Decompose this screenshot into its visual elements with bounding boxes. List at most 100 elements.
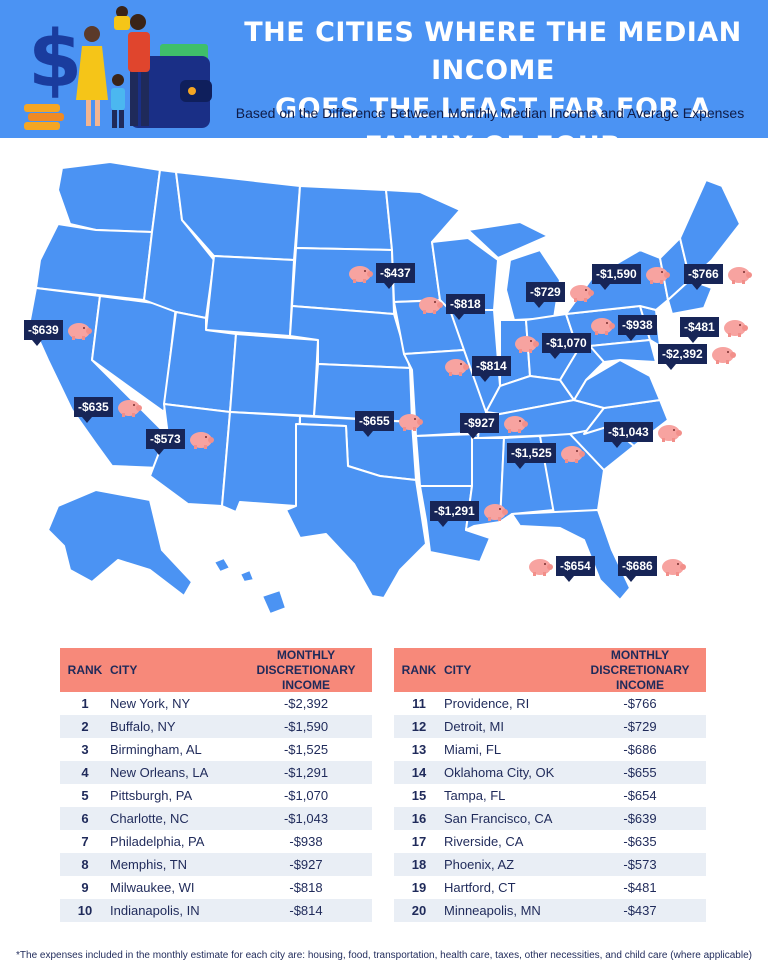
- table-row: 19 Hartford, CT -$481: [394, 876, 706, 899]
- piggy-bank-icon: [727, 267, 752, 284]
- map-value-label: -$729: [526, 282, 565, 308]
- income-cell: -$1,043: [283, 811, 329, 826]
- city-cell: Birmingham, AL: [110, 742, 202, 757]
- col-income-header-line2: INCOME: [282, 677, 330, 692]
- state-md: [589, 339, 657, 363]
- city-cell: New Orleans, LA: [110, 765, 209, 780]
- map-pin-milwaukee: -$818: [414, 293, 485, 320]
- income-cell: -$437: [623, 903, 657, 918]
- rank-cell: 16: [411, 811, 427, 826]
- table-row: 5 Pittsburgh, PA -$1,070: [60, 784, 372, 807]
- rank-cell: 12: [411, 719, 427, 734]
- map-value-label: -$927: [460, 413, 499, 439]
- rank-cell: 8: [81, 857, 89, 872]
- table-row: 9 Milwaukee, WI -$818: [60, 876, 372, 899]
- col-income-header-line1: MONTHLY DISCRETIONARY: [256, 647, 356, 677]
- state-mi-upper: [467, 221, 549, 259]
- table-header: RANK CITY MONTHLY DISCRETIONARY INCOME: [394, 648, 706, 692]
- map-value-label: -$481: [680, 317, 719, 343]
- income-cell: -$481: [623, 880, 657, 895]
- map-value-label: -$1,070: [542, 333, 591, 359]
- rank-cell: 11: [412, 696, 426, 711]
- city-cell: Minneapolis, MN: [444, 903, 541, 918]
- income-cell: -$654: [623, 788, 657, 803]
- map-pin-memphis: -$927: [460, 412, 531, 439]
- map-pin-detroit: -$729: [526, 281, 597, 308]
- map-value-label: -$938: [618, 315, 657, 341]
- map-pin-pittsburgh: -$1,070: [510, 332, 591, 359]
- table-row: 4 New Orleans, LA -$1,291: [60, 761, 372, 784]
- income-cell: -$2,392: [283, 696, 329, 711]
- income-cell: -$635: [623, 834, 657, 849]
- income-cell: -$1,590: [283, 719, 329, 734]
- map-value-label: -$814: [472, 356, 511, 382]
- map-value-label: -$1,043: [604, 422, 653, 448]
- map-pin-new-orleans: -$1,291: [430, 500, 511, 527]
- piggy-bank-icon: [398, 414, 423, 431]
- piggy-bank-icon: [711, 347, 736, 364]
- table-row: 13 Miami, FL -$686: [394, 738, 706, 761]
- col-city-header: CITY: [110, 663, 138, 677]
- piggy-bank-icon: [661, 559, 686, 576]
- page-title: THE CITIES WHERE THE MEDIAN INCOME GOES …: [218, 14, 768, 166]
- rank-cell: 9: [81, 880, 89, 895]
- city-cell: Charlotte, NC: [110, 811, 189, 826]
- rank-cell: 2: [81, 719, 89, 734]
- piggy-bank-icon: [503, 416, 528, 433]
- rank-cell: 3: [81, 742, 89, 757]
- rank-cell: 5: [81, 788, 89, 803]
- city-cell: Miami, FL: [444, 742, 502, 757]
- state-fl: [511, 509, 631, 601]
- city-cell: Buffalo, NY: [110, 719, 176, 734]
- map-value-label: -$1,590: [592, 264, 641, 290]
- city-cell: Memphis, TN: [110, 857, 188, 872]
- family-money-illustration-icon: $: [24, 6, 212, 130]
- table-row: 18 Phoenix, AZ -$573: [394, 853, 706, 876]
- map-value-label: -$2,392: [658, 344, 707, 370]
- table-row: 16 San Francisco, CA -$639: [394, 807, 706, 830]
- city-cell: Oklahoma City, OK: [444, 765, 555, 780]
- piggy-bank-icon: [349, 266, 373, 283]
- state-or: [35, 223, 153, 301]
- rank-cell: 6: [81, 811, 89, 826]
- city-cell: Milwaukee, WI: [110, 880, 195, 895]
- income-cell: -$1,291: [283, 765, 329, 780]
- col-city-header: CITY: [444, 663, 472, 677]
- city-cell: Tampa, FL: [444, 788, 506, 803]
- income-cell: -$814: [289, 903, 323, 918]
- state-tx: [285, 423, 427, 599]
- title-line-2: GOES THE LEAST FAR FOR A FAMILY OF FOUR: [275, 93, 711, 162]
- map-value-label: -$655: [355, 411, 394, 437]
- city-cell: Riverside, CA: [444, 834, 524, 849]
- piggy-bank-icon: [189, 432, 214, 449]
- state-co: [229, 333, 319, 417]
- table-header: RANK CITY MONTHLY DISCRETIONARY INCOME: [60, 648, 372, 692]
- piggy-bank-icon: [67, 323, 92, 340]
- title-line-1: THE CITIES WHERE THE MEDIAN INCOME: [244, 17, 742, 86]
- state-ar: [415, 433, 481, 487]
- state-nm: [221, 411, 301, 513]
- city-cell: Providence, RI: [444, 696, 530, 711]
- rank-cell: 10: [77, 903, 93, 918]
- map-value-label: -$1,525: [507, 443, 556, 469]
- map-value-label: -$818: [446, 294, 485, 320]
- ranking-table-right: RANK CITY MONTHLY DISCRETIONARY INCOME 1…: [394, 648, 706, 922]
- piggy-bank-icon: [445, 359, 469, 376]
- piggy-bank-icon: [723, 320, 748, 337]
- map-pin-buffalo: -$1,590: [592, 263, 673, 290]
- income-cell: -$573: [623, 857, 657, 872]
- piggy-bank-icon: [657, 425, 682, 442]
- table-row: 7 Philadelphia, PA -$938: [60, 830, 372, 853]
- map-value-label: -$437: [376, 263, 415, 289]
- map-pin-riverside: -$635: [74, 396, 145, 423]
- rank-cell: 17: [411, 834, 427, 849]
- state-wa: [57, 161, 161, 233]
- city-cell: San Francisco, CA: [444, 811, 553, 826]
- map-value-label: -$1,291: [430, 501, 479, 527]
- city-cell: Philadelphia, PA: [110, 834, 205, 849]
- map-pin-phoenix: -$573: [146, 428, 217, 455]
- col-rank-header: RANK: [401, 663, 437, 677]
- table-row: 1 New York, NY -$2,392: [60, 692, 372, 715]
- map-pin-philadelphia: -$938: [586, 314, 657, 341]
- piggy-bank-icon: [569, 285, 594, 302]
